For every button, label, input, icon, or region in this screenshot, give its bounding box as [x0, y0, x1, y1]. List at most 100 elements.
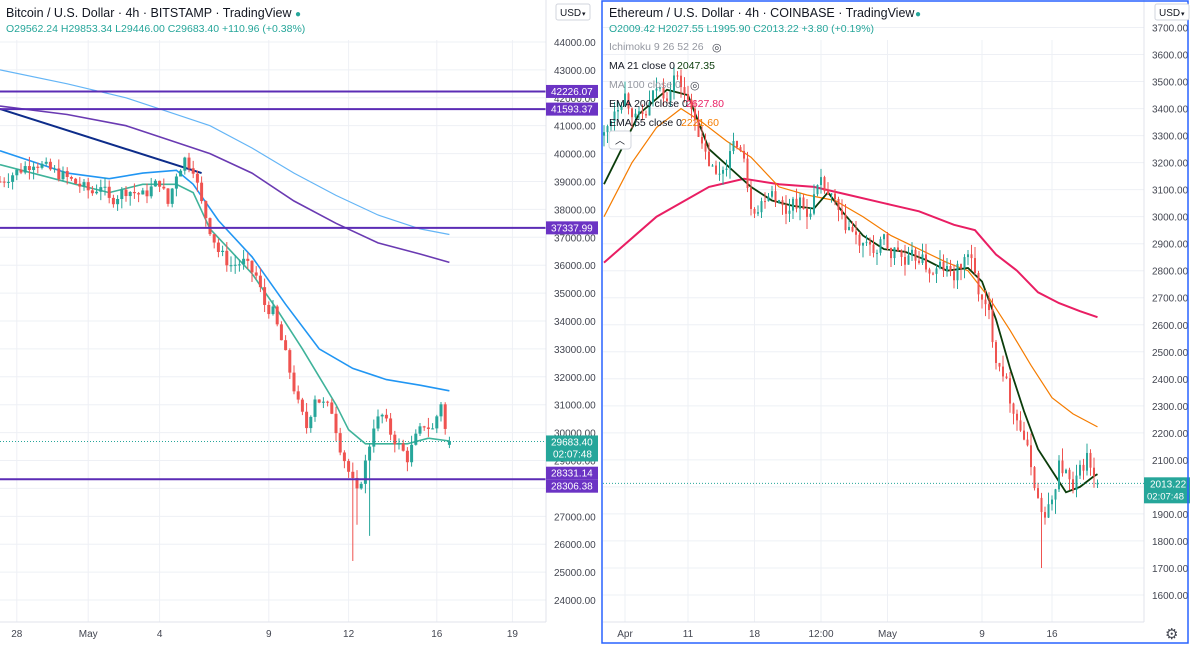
candle[interactable] [683, 77, 686, 103]
candle[interactable] [363, 454, 367, 494]
candle[interactable] [648, 90, 651, 116]
candle[interactable] [321, 397, 325, 409]
candle[interactable] [659, 87, 661, 92]
candle[interactable] [389, 413, 393, 441]
candle[interactable] [718, 161, 721, 181]
candle[interactable] [977, 270, 980, 302]
candle[interactable] [890, 247, 892, 268]
candle[interactable] [620, 102, 623, 114]
candle[interactable] [376, 409, 380, 432]
candle[interactable] [792, 196, 794, 219]
candle[interactable] [606, 124, 609, 143]
candle[interactable] [631, 107, 633, 129]
candle[interactable] [338, 427, 342, 456]
candle[interactable] [0, 175, 2, 183]
candle[interactable] [778, 199, 780, 204]
candle[interactable] [624, 81, 626, 108]
candle[interactable] [827, 182, 829, 195]
candle[interactable] [652, 90, 654, 107]
candle[interactable] [1026, 431, 1029, 447]
candle[interactable] [300, 397, 304, 416]
candle[interactable] [305, 402, 309, 434]
candle[interactable] [1089, 449, 1092, 476]
eth-indicator-row[interactable]: MA 21 close 0 2047.35 [609, 60, 715, 72]
candle[interactable] [61, 166, 65, 182]
candle[interactable] [250, 260, 254, 282]
candle[interactable] [956, 260, 959, 289]
candle[interactable] [722, 166, 724, 185]
candle[interactable] [19, 163, 23, 175]
candle[interactable] [141, 187, 145, 195]
candle[interactable] [753, 207, 756, 218]
candle[interactable] [739, 144, 742, 152]
candle[interactable] [1075, 464, 1078, 498]
btc-level-price-tag[interactable]: 42226.07 [546, 84, 598, 98]
btc-level-price-tag[interactable]: 28331.14 [546, 466, 598, 480]
candle[interactable] [128, 191, 132, 206]
candle[interactable] [974, 247, 976, 275]
candle[interactable] [431, 423, 435, 430]
candle[interactable] [48, 158, 52, 171]
candle[interactable] [830, 193, 833, 203]
eth-time-axis[interactable]: Apr 11 18 12:00 May 9 16 [603, 621, 1144, 640]
candle[interactable] [179, 169, 183, 177]
candle[interactable] [1086, 443, 1088, 476]
candle[interactable] [330, 398, 334, 415]
candle[interactable] [1058, 455, 1060, 493]
candle[interactable] [170, 187, 174, 208]
candle[interactable] [841, 199, 843, 220]
candle[interactable] [911, 242, 913, 262]
candle[interactable] [292, 365, 296, 395]
candle[interactable] [296, 385, 300, 404]
candle[interactable] [1061, 448, 1064, 477]
candle[interactable] [36, 162, 40, 174]
candle[interactable] [279, 321, 283, 341]
candle[interactable] [107, 180, 111, 204]
candle[interactable] [99, 179, 103, 201]
candle[interactable] [359, 481, 363, 490]
candle[interactable] [414, 429, 418, 446]
candle[interactable] [746, 151, 749, 193]
candle[interactable] [263, 278, 267, 313]
candle[interactable] [855, 220, 857, 245]
candle[interactable] [32, 162, 36, 180]
candle[interactable] [634, 108, 637, 127]
candle[interactable] [132, 183, 136, 199]
candle[interactable] [865, 234, 868, 247]
candle[interactable] [879, 236, 882, 256]
eth-price-axis[interactable]: 3700.00 3600.00 3500.00 3400.00 3300.00 3200.… [603, 0, 1190, 622]
candle[interactable] [921, 243, 924, 266]
candle[interactable] [1005, 373, 1008, 380]
candle[interactable] [1016, 409, 1018, 431]
candle[interactable] [767, 193, 770, 202]
candle[interactable] [690, 93, 693, 119]
candle[interactable] [145, 183, 149, 204]
candle[interactable] [736, 140, 738, 150]
candle[interactable] [788, 198, 791, 223]
eth-indicator-row[interactable]: EMA 55 close 0 2221.60 [609, 117, 719, 129]
eye-hidden-icon[interactable]: ◎ [712, 42, 722, 54]
candle[interactable] [57, 159, 61, 182]
candle[interactable] [837, 196, 840, 222]
candle[interactable] [1047, 492, 1050, 519]
candle[interactable] [153, 179, 157, 187]
candle[interactable] [242, 249, 246, 270]
candle[interactable] [368, 443, 372, 536]
candle[interactable] [1019, 411, 1022, 432]
candle[interactable] [40, 161, 44, 170]
candle[interactable] [984, 289, 987, 317]
candle[interactable] [785, 195, 787, 225]
candle[interactable] [988, 292, 990, 320]
candle[interactable] [781, 196, 784, 215]
candle[interactable] [267, 301, 271, 319]
candle[interactable] [757, 205, 759, 217]
candle[interactable] [149, 177, 153, 199]
candle[interactable] [1093, 457, 1095, 488]
candle[interactable] [900, 249, 903, 266]
candle[interactable] [809, 207, 812, 220]
candle[interactable] [918, 250, 920, 265]
candle[interactable] [15, 168, 19, 181]
candle[interactable] [725, 159, 728, 177]
candle[interactable] [914, 247, 917, 270]
candle[interactable] [743, 144, 745, 163]
